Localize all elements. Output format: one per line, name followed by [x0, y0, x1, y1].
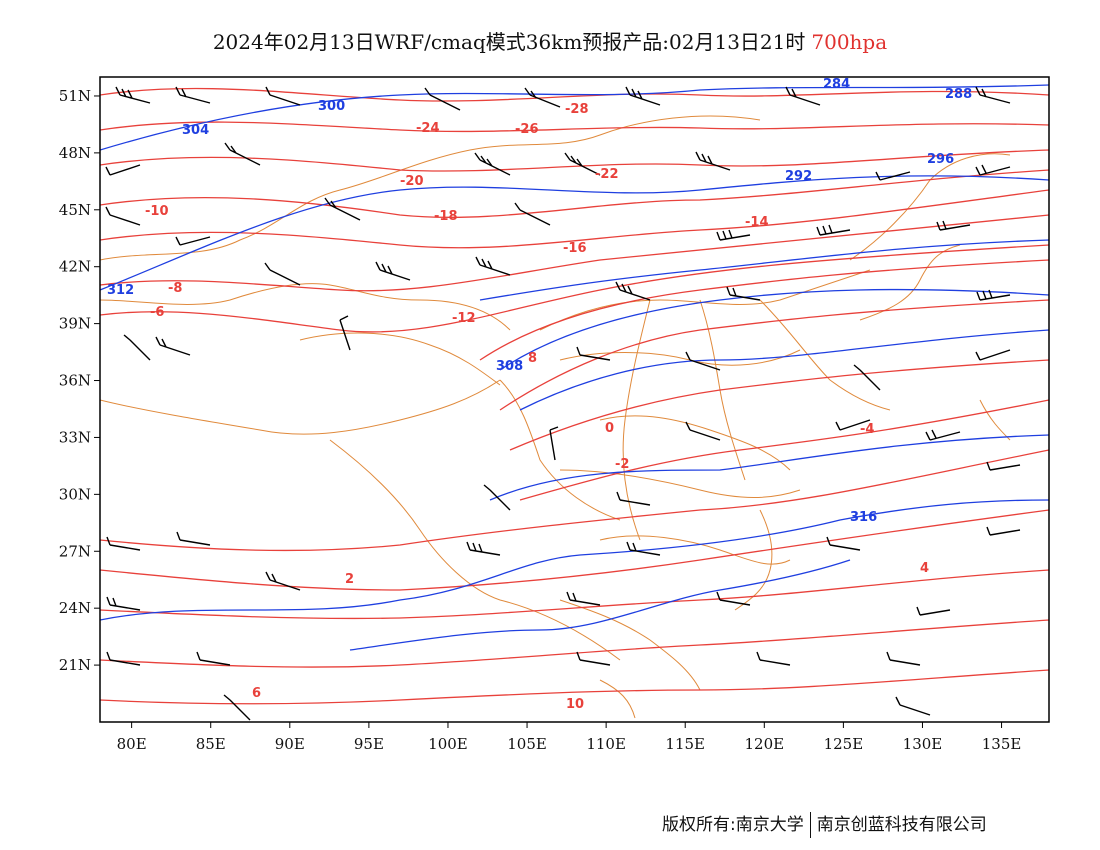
lon-label: 125E: [824, 735, 864, 753]
temp-label: -4: [860, 422, 874, 437]
temp-label: -2: [615, 457, 629, 472]
lon-label: 85E: [196, 735, 226, 753]
lat-label: 24N: [59, 599, 91, 617]
temp-label: -20: [400, 174, 424, 189]
lon-label: 135E: [982, 735, 1022, 753]
lon-label: 115E: [665, 735, 705, 753]
height-contours: [100, 84, 1049, 651]
temp-label: 0: [605, 421, 614, 436]
plot-frame: [99, 76, 1050, 723]
height-label: 296: [927, 152, 954, 167]
lon-label: 110E: [586, 735, 626, 753]
lat-label: 27N: [59, 542, 91, 560]
lat-label: 45N: [59, 201, 91, 219]
temp-label: -10: [145, 204, 169, 219]
lon-label: 120E: [745, 735, 785, 753]
temp-label: -26: [515, 122, 539, 137]
lon-label: 100E: [428, 735, 468, 753]
title-level: 700hpa: [811, 30, 888, 54]
temp-label: 10: [566, 697, 584, 712]
lon-label: 90E: [275, 735, 305, 753]
lat-label: 42N: [59, 258, 91, 276]
temp-label: -22: [595, 167, 619, 182]
height-label: 308: [496, 359, 523, 374]
temp-label: 4: [920, 561, 929, 576]
lon-label: 95E: [354, 735, 384, 753]
temp-label: 8: [528, 351, 537, 366]
temp-label: -24: [416, 121, 440, 136]
lon-label: 105E: [507, 735, 547, 753]
temp-label: 6: [252, 686, 261, 701]
contour-labels: -28 -26 -24 -22 -20 -18 -16 -14 -12 -10 …: [107, 77, 972, 712]
temp-label: -6: [150, 305, 164, 320]
height-label: 288: [945, 87, 972, 102]
lat-label: 30N: [59, 485, 91, 503]
height-label: 292: [785, 169, 812, 184]
footer: 版权所有:南京大学 南京创蓝科技有限公司: [662, 810, 987, 838]
lat-label: 51N: [59, 87, 91, 105]
copyright-text: 版权所有:南京大学: [662, 815, 804, 835]
temp-label: -28: [565, 102, 589, 117]
height-label: 284: [823, 77, 850, 92]
height-label: 300: [318, 99, 345, 114]
lat-label: 33N: [59, 428, 91, 446]
lat-label: 48N: [59, 144, 91, 162]
lat-label: 21N: [59, 656, 91, 674]
lat-label: 39N: [59, 315, 91, 333]
latitude-axis: 51N 48N 45N 42N 39N 36N 33N 30N 27N 24N 21N: [59, 87, 100, 674]
longitude-axis: 80E 85E 90E 95E 100E 105E 110E 115E 120E 125E 130E…: [117, 722, 1022, 753]
map-background: [100, 77, 1049, 722]
height-label: 304: [182, 123, 209, 138]
title-main: 2024年02月13日WRF/cmaq模式36km预报产品:02月13日21时: [212, 30, 806, 54]
temp-label: -18: [434, 209, 458, 224]
company-text: 南京创蓝科技有限公司: [816, 815, 987, 835]
height-label: 312: [107, 283, 134, 298]
height-label: 316: [850, 510, 877, 525]
temp-label: 2: [345, 572, 354, 587]
temp-label: -14: [745, 215, 769, 230]
wind-barbs: [105, 86, 1021, 721]
lon-label: 80E: [117, 735, 147, 753]
lon-label: 130E: [903, 735, 943, 753]
lat-label: 36N: [59, 372, 91, 390]
temp-label: -8: [168, 281, 182, 296]
temp-label: -12: [452, 311, 476, 326]
footer-divider: [809, 812, 811, 838]
temp-label: -16: [563, 241, 587, 256]
chart-title: 2024年02月13日WRF/cmaq模式36km预报产品:02月13日21时 7…: [0, 26, 1100, 55]
temperature-contours: [100, 87, 1049, 705]
